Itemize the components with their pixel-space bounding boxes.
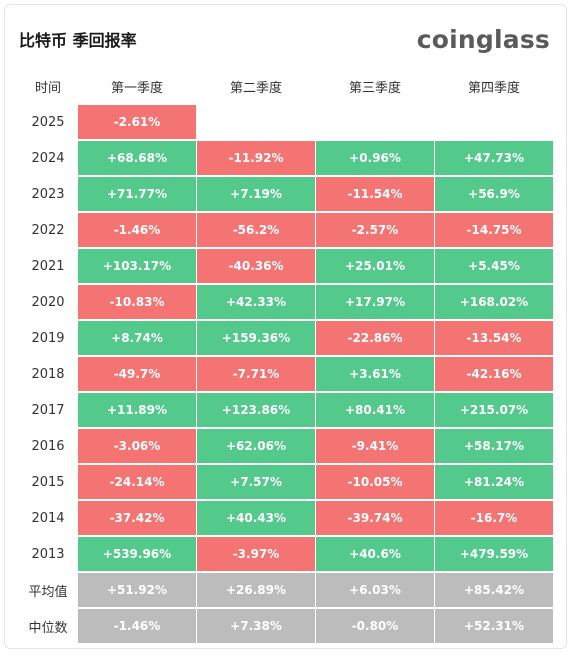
return-cell[interactable]: +539.96% [78, 537, 196, 571]
return-cell[interactable]: +25.01% [316, 249, 434, 283]
return-cell[interactable]: +7.38% [197, 609, 315, 643]
return-cell[interactable]: +479.59% [435, 537, 553, 571]
row-label: 平均值 [28, 584, 68, 600]
row-label: 2014 [31, 510, 65, 526]
return-cell[interactable]: +80.41% [316, 393, 434, 427]
return-cell[interactable]: -37.42% [78, 501, 196, 535]
return-cell[interactable]: -56.2% [197, 213, 315, 247]
return-cell[interactable]: -9.41% [316, 429, 434, 463]
return-cell[interactable]: +47.73% [435, 141, 553, 175]
return-cell[interactable]: -13.54% [435, 321, 553, 355]
row-label: 2023 [31, 186, 65, 202]
returns-card: 比特币 季回报率 coinglass 时间 第一季度 第二季度 第三季度 第四季度 202… [4, 4, 567, 649]
row-label: 2022 [31, 222, 65, 238]
return-cell[interactable]: +8.74% [78, 321, 196, 355]
return-cell[interactable]: -10.05% [316, 465, 434, 499]
return-cell[interactable]: -24.14% [78, 465, 196, 499]
return-cell[interactable]: -10.83% [78, 285, 196, 319]
row-label: 2015 [31, 474, 65, 490]
return-cell[interactable]: +103.17% [78, 249, 196, 283]
return-cell[interactable]: +159.36% [197, 321, 315, 355]
return-cell[interactable]: -3.97% [197, 537, 315, 571]
row-label: 2013 [31, 546, 65, 562]
return-cell[interactable]: +56.9% [435, 177, 553, 211]
return-cell[interactable]: +85.42% [435, 573, 553, 607]
return-cell[interactable]: +71.77% [78, 177, 196, 211]
return-cell[interactable]: -11.54% [316, 177, 434, 211]
return-cell[interactable]: -42.16% [435, 357, 553, 391]
page-title: 比特币 季回报率 [19, 31, 137, 50]
return-cell[interactable]: +58.17% [435, 429, 553, 463]
return-cell[interactable]: -2.61% [78, 105, 196, 139]
return-cell[interactable]: +51.92% [78, 573, 196, 607]
return-cell[interactable]: +123.86% [197, 393, 315, 427]
column-header-q1: 第一季度 [110, 80, 163, 96]
return-cell[interactable]: -39.74% [316, 501, 434, 535]
row-label: 2024 [31, 150, 65, 166]
return-cell[interactable]: +17.97% [316, 285, 434, 319]
return-cell[interactable]: +6.03% [316, 573, 434, 607]
return-cell[interactable]: +7.19% [197, 177, 315, 211]
return-cell[interactable]: -49.7% [78, 357, 196, 391]
return-cell[interactable]: +215.07% [435, 393, 553, 427]
quarterly-returns-table: 时间 第一季度 第二季度 第三季度 第四季度 2025 -2.61% 2024 +68.68% -… [19, 68, 553, 644]
return-cell[interactable]: -1.46% [78, 609, 196, 643]
return-cell[interactable]: -40.36% [197, 249, 315, 283]
empty-cell [435, 105, 553, 139]
empty-cell [316, 105, 434, 139]
column-header-q2: 第二季度 [229, 80, 282, 96]
row-label: 2016 [31, 438, 65, 454]
empty-cell [197, 105, 315, 139]
return-cell[interactable]: +40.6% [316, 537, 434, 571]
return-cell[interactable]: -22.86% [316, 321, 434, 355]
return-cell[interactable]: +0.96% [316, 141, 434, 175]
return-cell[interactable]: +42.33% [197, 285, 315, 319]
coinglass-logo[interactable]: coinglass [416, 25, 550, 54]
row-label: 2017 [31, 402, 65, 418]
return-cell[interactable]: +168.02% [435, 285, 553, 319]
return-cell[interactable]: -11.92% [197, 141, 315, 175]
return-cell[interactable]: +26.89% [197, 573, 315, 607]
return-cell[interactable]: -14.75% [435, 213, 553, 247]
return-cell[interactable]: -3.06% [78, 429, 196, 463]
return-cell[interactable]: -7.71% [197, 357, 315, 391]
return-cell[interactable]: +11.89% [78, 393, 196, 427]
return-cell[interactable]: +3.61% [316, 357, 434, 391]
row-label: 2021 [31, 258, 65, 274]
return-cell[interactable]: +68.68% [78, 141, 196, 175]
return-cell[interactable]: +52.31% [435, 609, 553, 643]
row-label: 2020 [31, 294, 65, 310]
return-cell[interactable]: +40.43% [197, 501, 315, 535]
return-cell[interactable]: +7.57% [197, 465, 315, 499]
return-cell[interactable]: -1.46% [78, 213, 196, 247]
return-cell[interactable]: +81.24% [435, 465, 553, 499]
column-header-q3: 第三季度 [348, 80, 401, 96]
row-label: 2019 [31, 330, 65, 346]
return-cell[interactable]: -0.80% [316, 609, 434, 643]
column-header-time: 时间 [34, 80, 61, 96]
return-cell[interactable]: +5.45% [435, 249, 553, 283]
return-cell[interactable]: +62.06% [197, 429, 315, 463]
row-label: 中位数 [28, 620, 68, 636]
return-cell[interactable]: -2.57% [316, 213, 434, 247]
return-cell[interactable]: -16.7% [435, 501, 553, 535]
column-header-q4: 第四季度 [467, 80, 520, 96]
row-label: 2018 [31, 366, 65, 382]
row-label: 2025 [31, 114, 65, 130]
